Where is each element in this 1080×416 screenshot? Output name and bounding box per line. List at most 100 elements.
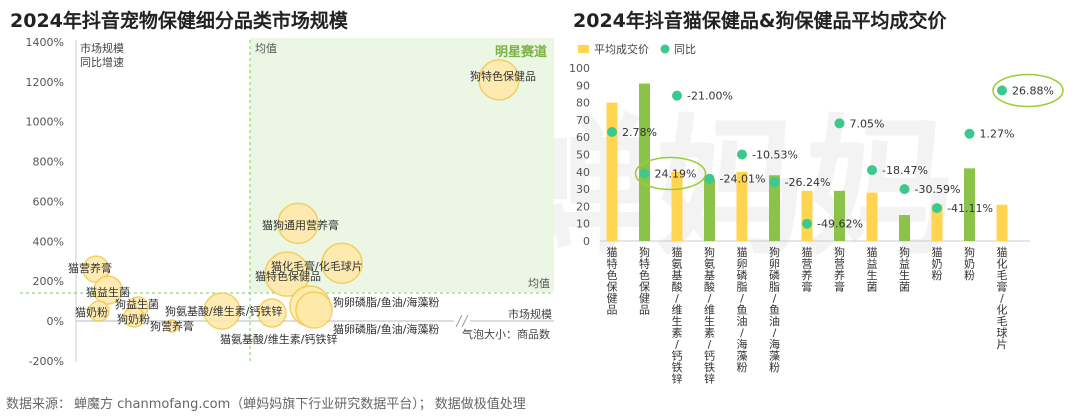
- source-label: 数据来源：: [6, 397, 72, 412]
- yoy-label: -21.00%: [687, 90, 733, 103]
- yoy-label: 7.05%: [850, 117, 885, 130]
- category-label: 狗营养膏: [834, 246, 845, 294]
- bubble-label: 猫狗通用营养膏: [262, 218, 339, 232]
- yoy-label: -30.59%: [915, 183, 961, 196]
- y-tick-label: 0: [583, 235, 590, 248]
- category-label: 猫营养膏: [802, 246, 813, 294]
- category-label: 猫奶粉: [932, 246, 943, 282]
- yoy-dot: [964, 128, 975, 139]
- right-chart-title: 2024年抖音猫保健品&狗保健品平均成交价: [573, 10, 947, 32]
- category-label: 狗奶粉: [964, 246, 975, 282]
- bubble-label: 狗益生菌: [115, 297, 159, 311]
- bar: [704, 178, 715, 241]
- y-tick-label: 20: [576, 200, 590, 213]
- yoy-label: 26.88%: [1012, 84, 1054, 97]
- yoy-dot: [607, 127, 617, 138]
- y-tick-label: 80: [576, 97, 590, 110]
- yoy-label: -49.62%: [817, 218, 863, 231]
- y-tick-label: 70: [576, 114, 590, 127]
- bar: [801, 190, 813, 241]
- watermark: 蝉妈妈: [505, 102, 955, 276]
- bar: [996, 204, 1008, 241]
- bar: [606, 102, 618, 241]
- yoy-dot: [737, 149, 747, 160]
- yoy-dot: [997, 85, 1007, 96]
- yoy-dot: [867, 165, 877, 176]
- bar: [931, 204, 943, 241]
- yoy-dot: [704, 173, 715, 184]
- category-label: 狗益生菌: [899, 246, 910, 294]
- bubble-label: 猫营养膏: [68, 261, 112, 275]
- bar: [964, 168, 975, 241]
- bubble-label: 猫化毛膏/化毛球片: [271, 259, 363, 273]
- legend-swatch-price: [578, 45, 589, 53]
- y-tick-label: 1400%: [26, 36, 64, 49]
- yoy-label: -10.53%: [752, 149, 798, 162]
- y-tick-label: 10: [576, 218, 590, 231]
- category-label: 狗卵磷脂/鱼油/海藻粉: [769, 246, 780, 374]
- category-label: 猫氨基酸/维生素/钙铁锌: [672, 246, 683, 386]
- category-label: 猫益生菌: [867, 246, 878, 294]
- yoy-label: -18.47%: [882, 164, 928, 177]
- y-tick-label: -200%: [29, 355, 64, 368]
- y-tick-label: 100: [569, 62, 590, 75]
- avg-y-label: 均值: [528, 277, 550, 290]
- bar: [736, 171, 748, 241]
- bubble: [123, 306, 145, 328]
- y-tick-label: 1200%: [26, 76, 64, 89]
- category-label: 猫卵磷脂/鱼油/海藻粉: [737, 246, 748, 374]
- bubble-label: 狗卵磷脂/鱼油/海藻粉: [333, 295, 439, 309]
- yoy-dot: [672, 90, 682, 101]
- y-axis-title-line2: 同比增速: [80, 55, 124, 69]
- bar: [671, 171, 683, 241]
- y-axis-title-line1: 市场规模: [80, 41, 124, 55]
- bubble-label: 猫特色保健品: [255, 269, 321, 283]
- bubble: [257, 298, 287, 328]
- x-axis-title: 市场规模: [508, 307, 552, 321]
- star-quadrant-label: 明星赛道: [495, 44, 547, 60]
- yoy-label: 1.27%: [980, 128, 1015, 141]
- source-text: 蝉魔方 chanmofang.com（蝉妈妈旗下行业研究数据平台）；: [74, 397, 432, 412]
- legend-label-yoy: 同比: [674, 43, 696, 56]
- bubble: [478, 59, 520, 101]
- bubble-label: 狗营养膏: [150, 319, 194, 333]
- bar: [899, 215, 910, 241]
- bubble-label: 猫奶粉: [75, 305, 108, 319]
- yoy-label: -24.01%: [720, 173, 766, 186]
- y-tick-label: 30: [576, 183, 590, 196]
- yoy-label: -26.24%: [785, 176, 831, 189]
- left-chart-title: 2024年抖音宠物保健细分品类市场规模: [10, 10, 348, 32]
- highlight-ellipse: [992, 73, 1064, 108]
- bubble: [264, 251, 310, 297]
- y-tick-label: 0%: [47, 315, 64, 328]
- y-tick-label: 800%: [33, 156, 64, 169]
- y-tick-label: 50: [576, 149, 590, 162]
- y-tick-label: 40: [576, 166, 590, 179]
- yoy-label: 2.78%: [622, 126, 657, 139]
- axis-break: [455, 314, 463, 328]
- category-label: 猫化毛膏/化毛球片: [997, 246, 1008, 351]
- source-footer: 数据来源： 蝉魔方 chanmofang.com（蝉妈妈旗下行业研究数据平台）；数…: [6, 393, 529, 412]
- yoy-dot: [639, 168, 650, 179]
- source-note: 数据做极值处理: [434, 397, 526, 412]
- legend-label-price: 平均成交价: [594, 42, 649, 56]
- bubble-label: 狗特色保健品: [470, 69, 536, 83]
- axis-break: [461, 314, 469, 328]
- avg-x-label: 均值: [255, 42, 277, 55]
- y-tick-label: 90: [576, 79, 590, 92]
- highlight-ellipse: [634, 156, 707, 191]
- charts-canvas: 蝉妈妈 明星赛道 均值 均值 市场规模 同比增速 市场规模 气泡大小：商品数 1…: [20, 36, 1064, 386]
- bubble-size-note: 气泡大小：商品数: [462, 327, 550, 341]
- yoy-dot: [834, 118, 845, 129]
- y-tick-label: 400%: [33, 235, 64, 248]
- bubble: [203, 292, 241, 330]
- yoy-dot: [899, 184, 910, 195]
- bubble: [321, 242, 363, 284]
- yoy-label: 24.19%: [655, 168, 697, 181]
- yoy-dot: [769, 177, 780, 188]
- bar: [834, 190, 845, 241]
- y-tick-label: 60: [576, 131, 590, 144]
- bubble-label: 猫益生菌: [86, 285, 130, 299]
- category-label: 猫特色保健品: [607, 246, 618, 317]
